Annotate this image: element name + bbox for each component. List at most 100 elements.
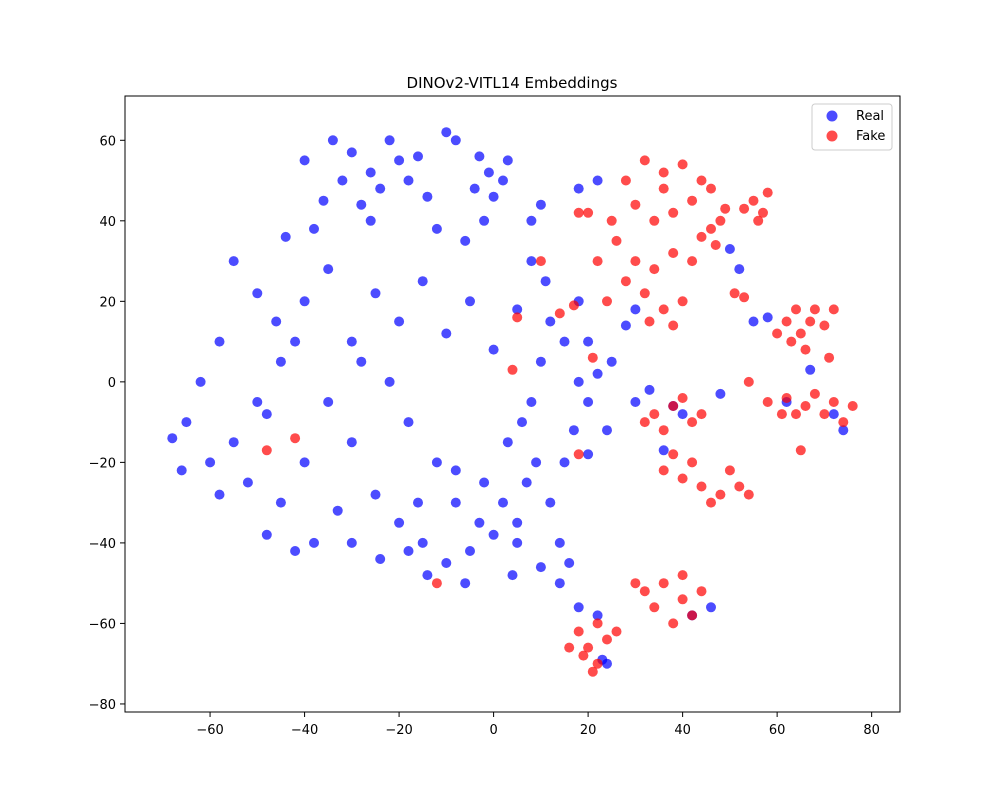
point-real-64 xyxy=(431,223,442,234)
point-fake-80 xyxy=(677,570,688,581)
point-fake-97 xyxy=(587,352,598,363)
point-fake-39 xyxy=(786,336,797,347)
point-fake-79 xyxy=(696,586,707,597)
x-tick-label: 40 xyxy=(674,723,691,738)
point-real-135 xyxy=(413,497,423,508)
point-fake-2 xyxy=(658,167,669,178)
point-fake-87 xyxy=(611,626,622,637)
point-fake-45 xyxy=(762,397,773,407)
point-fake-27 xyxy=(573,207,584,218)
point-real-79 xyxy=(554,537,565,548)
point-fake-85 xyxy=(578,650,589,661)
point-fake-55 xyxy=(649,409,660,420)
point-fake-73 xyxy=(658,578,669,589)
point-fake-0 xyxy=(620,175,631,186)
series-layer xyxy=(167,127,858,677)
point-real-13 xyxy=(502,155,513,166)
point-fake-31 xyxy=(758,207,768,218)
point-real-62 xyxy=(592,368,603,379)
point-fake-5 xyxy=(630,199,641,210)
point-fake-33 xyxy=(739,203,750,214)
point-real-106 xyxy=(630,304,641,315)
point-real-37 xyxy=(346,437,357,448)
point-fake-72 xyxy=(639,586,650,597)
point-real-112 xyxy=(677,409,688,420)
point-real-77 xyxy=(531,457,542,468)
point-fake-102 xyxy=(743,376,754,387)
point-real-26 xyxy=(275,356,286,367)
point-fake-68 xyxy=(706,497,716,508)
point-fake-4 xyxy=(696,175,707,186)
point-real-12 xyxy=(469,183,480,194)
x-tick-label: −40 xyxy=(291,723,318,738)
point-real-9 xyxy=(337,175,348,186)
point-fake-10 xyxy=(611,235,622,246)
point-fake-65 xyxy=(715,489,726,500)
point-fake-44 xyxy=(791,304,801,315)
point-fake-42 xyxy=(772,328,783,339)
y-axis: −80 −60 −40 −20 0 20 40 60 xyxy=(89,134,125,713)
point-real-57 xyxy=(535,356,546,367)
point-fake-21 xyxy=(644,316,655,327)
point-real-108 xyxy=(644,384,655,395)
point-real-103 xyxy=(441,127,452,138)
point-real-131 xyxy=(535,562,546,573)
point-real-21 xyxy=(417,276,428,287)
point-fake-104 xyxy=(739,292,750,303)
point-real-86 xyxy=(346,537,357,548)
y-tick-label: 20 xyxy=(99,295,116,310)
point-fake-46 xyxy=(781,393,792,403)
point-real-93 xyxy=(583,336,594,347)
point-real-81 xyxy=(507,570,518,581)
point-fake-64 xyxy=(696,481,707,492)
point-fake-92 xyxy=(507,364,518,375)
point-real-88 xyxy=(403,546,414,556)
point-real-134 xyxy=(450,465,461,476)
point-fake-25 xyxy=(592,256,603,267)
point-real-132 xyxy=(512,537,523,548)
point-fake-15 xyxy=(606,215,617,226)
point-real-22 xyxy=(441,328,452,339)
point-real-5 xyxy=(356,199,367,210)
point-fake-11 xyxy=(630,256,641,267)
point-real-31 xyxy=(167,433,178,444)
legend-marker-real xyxy=(826,110,838,122)
point-real-74 xyxy=(290,336,301,347)
point-fake-53 xyxy=(847,401,858,411)
point-real-80 xyxy=(564,558,575,568)
point-fake-105 xyxy=(720,203,731,214)
point-fake-83 xyxy=(592,658,603,669)
point-real-47 xyxy=(403,417,414,428)
point-real-78 xyxy=(545,497,556,508)
point-real-56 xyxy=(526,397,537,407)
point-real-122 xyxy=(828,409,839,420)
point-real-105 xyxy=(271,316,282,327)
point-real-7 xyxy=(413,151,423,162)
point-fake-59 xyxy=(677,393,688,403)
point-real-76 xyxy=(517,417,527,428)
point-real-33 xyxy=(242,477,253,488)
y-tick-label: 0 xyxy=(108,376,116,391)
point-real-121 xyxy=(805,364,816,375)
point-real-89 xyxy=(498,497,508,508)
point-real-92 xyxy=(568,425,579,436)
point-real-126 xyxy=(573,602,584,613)
point-real-69 xyxy=(195,376,206,387)
point-fake-9 xyxy=(706,223,716,234)
point-fake-77 xyxy=(649,602,660,613)
point-fake-23 xyxy=(696,231,707,242)
point-real-6 xyxy=(384,135,395,146)
point-fake-93 xyxy=(512,312,523,323)
point-real-73 xyxy=(365,215,376,226)
point-real-63 xyxy=(460,235,471,246)
chart-title: DINOv2-VITL14 Embeddings xyxy=(407,74,618,92)
point-fake-37 xyxy=(809,304,820,315)
point-fake-91 xyxy=(290,433,301,444)
point-real-0 xyxy=(365,167,376,178)
point-fake-49 xyxy=(838,417,849,428)
point-fake-17 xyxy=(639,288,650,299)
point-real-87 xyxy=(375,554,386,564)
point-real-68 xyxy=(214,336,225,347)
point-real-116 xyxy=(724,244,735,254)
point-real-11 xyxy=(498,175,508,186)
